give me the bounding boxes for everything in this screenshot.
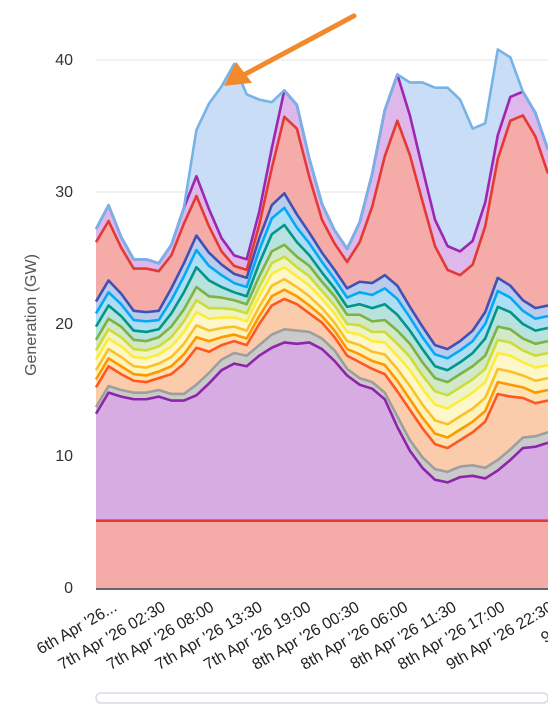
annotation-arrow — [224, 13, 357, 86]
line-series-6 — [94, 277, 548, 426]
line-series-4 — [94, 297, 548, 450]
arrow-head — [224, 61, 253, 86]
y-axis-title: Generation (GW) — [23, 254, 40, 376]
line-series-11 — [94, 206, 548, 360]
y-tick-0: 0 — [64, 580, 73, 597]
y-tick-40: 40 — [55, 52, 73, 69]
area-series-6 — [96, 279, 548, 438]
line-series-2 — [94, 341, 548, 484]
line-series-5 — [94, 288, 548, 439]
area-series-13 — [96, 115, 548, 350]
line-series-7 — [94, 265, 548, 410]
y-tick-10: 10 — [55, 448, 73, 465]
series-lines — [94, 48, 548, 522]
line-series-9 — [94, 243, 548, 384]
line-series-12 — [94, 192, 548, 351]
arrow-shaft — [239, 13, 357, 79]
area-series-1 — [96, 520, 548, 588]
area-series-15 — [96, 49, 548, 264]
line-series-10 — [94, 223, 548, 372]
y-tick-20: 20 — [55, 316, 73, 333]
y-tick-labels: 0 10 20 30 40 — [55, 52, 73, 597]
line-series-3 — [94, 327, 548, 474]
y-tick-30: 30 — [55, 184, 73, 201]
area-series-2 — [96, 342, 548, 521]
navigator-scrollbar[interactable] — [95, 692, 548, 704]
stacked-areas — [96, 49, 548, 588]
line-series-13 — [94, 114, 548, 277]
line-series-15 — [94, 48, 548, 265]
line-series-8 — [94, 255, 548, 397]
